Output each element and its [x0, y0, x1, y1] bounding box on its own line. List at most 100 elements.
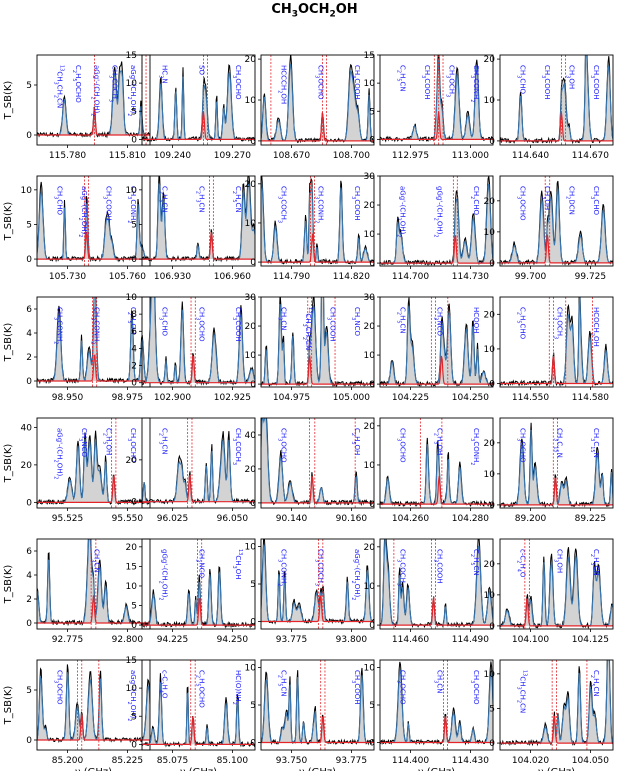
species-label: C2H5CN — [470, 549, 481, 576]
y-tick-label: 20 — [245, 322, 257, 332]
x-tick-label: 113.000 — [452, 151, 489, 161]
plot-area — [37, 55, 150, 145]
panel-10: CH3OCHO CH3OH CH2DCN CH3CHO 0 10 20 99.700 99.72… — [484, 175, 614, 282]
y-tick-label: 10 — [245, 219, 257, 229]
species-label: CH3COCH3 — [108, 65, 119, 102]
y-tick-label: 5 — [131, 712, 137, 722]
y-tick-label: 0 — [369, 500, 375, 510]
x-tick-label: 99.700 — [515, 272, 547, 282]
x-tick-label: 104.020 — [512, 756, 549, 766]
x-tick-label: 104.280 — [452, 514, 489, 524]
plot-area — [500, 176, 613, 266]
plot-area — [380, 297, 493, 387]
model-species — [380, 111, 493, 140]
panel-frame — [36, 417, 151, 509]
y-tick-label: 8 — [131, 310, 137, 320]
y-tick-label: 10 — [364, 582, 376, 592]
panel-frame — [141, 417, 256, 509]
y-tick-label: 5 — [250, 701, 256, 711]
y-tick-label: 10 — [484, 591, 496, 601]
model-species — [261, 595, 374, 623]
y-tick-label: 0 — [369, 135, 375, 145]
y-tick-label: 0 — [369, 380, 375, 390]
panel-29: CH3OCHO CH3CN CH3OCHO 0 5 10 114.400 114.430ν (… — [364, 659, 494, 771]
y-tick-label: 20 — [484, 55, 496, 65]
x-tick-label: 93.800 — [336, 635, 368, 645]
plot-area — [37, 539, 150, 629]
x-tick-label: 104.975 — [273, 393, 310, 403]
species-label: CH3OCH3 — [445, 65, 456, 97]
model-species — [142, 716, 255, 745]
y-tick-label: 0 — [250, 499, 256, 509]
x-tick-label: 99.725 — [575, 272, 607, 282]
panel-28: C2H5CN CH3COOH 0 5 10 93.750 93.775ν (GHz) — [245, 659, 375, 771]
species-label: CH3OCHO — [53, 670, 64, 705]
panel-9: aGg'-(CH2OH)2 gGg'-(CH2OH)2 CH2CHO 0 10 20 30 1… — [364, 172, 494, 282]
y-tick-label: 10 — [245, 543, 257, 553]
y-tick-label: 10 — [484, 228, 496, 238]
species-label: CH3COOH — [433, 549, 444, 584]
y-tick-label: 0 — [250, 380, 256, 390]
x-tick-label: 93.750 — [276, 756, 308, 766]
y-tick-label: 20 — [126, 456, 138, 466]
x-tick-label: 94.225 — [157, 635, 189, 645]
species-label: C2H5CN — [590, 670, 601, 697]
plot-area — [142, 297, 255, 387]
model-species — [37, 595, 150, 624]
y-tick-label: 20 — [484, 310, 496, 320]
model-species — [500, 112, 613, 142]
y-tick-label: 15 — [126, 51, 137, 61]
species-label: CH2CHO — [470, 186, 481, 215]
plot-area — [500, 539, 613, 629]
x-tick-label: 93.775 — [276, 635, 308, 645]
x-tick-label: 114.700 — [392, 272, 429, 282]
plot-area — [261, 418, 374, 508]
x-tick-label: 90.160 — [336, 514, 368, 524]
y-tick-label: 10 — [126, 79, 138, 89]
panel-18: CH3OCHO C2H5OH 0 20 40 90.140 90.160 — [245, 417, 375, 524]
y-tick-label: 0 — [131, 135, 137, 145]
plot-area — [142, 55, 255, 145]
x-tick-label: 104.260 — [392, 514, 429, 524]
panel-22: gGg'-(CH2OH)2 CH3NCO 13CH3OH 0 5 10 15 20 94.225… — [126, 538, 256, 645]
panel-frame — [260, 417, 375, 509]
species-label: CH3COCH3 — [314, 549, 325, 586]
y-axis-label: T_SB(K) — [3, 686, 14, 726]
panel-11: CH3CONH2 CH3CONH2 C2H5OH 0 2 4 6 98.950 98.975 T_… — [3, 296, 151, 403]
x-tick-label: 104.050 — [572, 756, 609, 766]
model-species — [261, 715, 374, 744]
x-tick-label: 102.900 — [154, 393, 191, 403]
species-label: aGg'-(CH2OH)2 — [53, 428, 64, 479]
x-tick-label: 114.640 — [512, 151, 549, 161]
x-tick-label: 85.225 — [112, 756, 144, 766]
plot-area — [261, 660, 374, 750]
model-species — [500, 355, 613, 385]
y-axis-label: T_SB(K) — [3, 444, 14, 484]
plot-area — [37, 660, 150, 750]
x-tick-label: 114.400 — [392, 756, 429, 766]
species-label: c-C2H4O — [516, 549, 527, 578]
plot-area — [500, 660, 613, 750]
species-label: CH3CHO — [516, 65, 527, 94]
y-tick-label: 20 — [484, 439, 496, 449]
y-tick-label: 0 — [489, 501, 495, 511]
y-tick-label: 5 — [131, 602, 137, 612]
species-label: aGg'-(CH2OH)2 — [90, 65, 101, 116]
observed-spectrum — [37, 539, 150, 627]
model-species — [500, 477, 613, 506]
y-tick-label: 20 — [364, 422, 376, 432]
species-label: C2H5OCHO — [195, 670, 206, 708]
species-label: CH3OH — [553, 549, 564, 573]
x-tick-label: 105.760 — [109, 272, 146, 282]
x-axis-label: ν (GHz) — [538, 767, 575, 771]
y-tick-label: 5 — [489, 704, 495, 714]
species-label: CH3OCH3 — [553, 307, 564, 339]
y-tick-label: 40 — [21, 423, 33, 433]
model-species — [380, 355, 493, 385]
species-label: CH3CONH2 — [470, 428, 481, 465]
observed-spectrum — [142, 431, 255, 505]
x-tick-label: 89.225 — [575, 514, 607, 524]
panel-frame — [379, 296, 494, 388]
observed-fill — [37, 61, 150, 137]
species-label: CH3COOH — [326, 307, 337, 342]
